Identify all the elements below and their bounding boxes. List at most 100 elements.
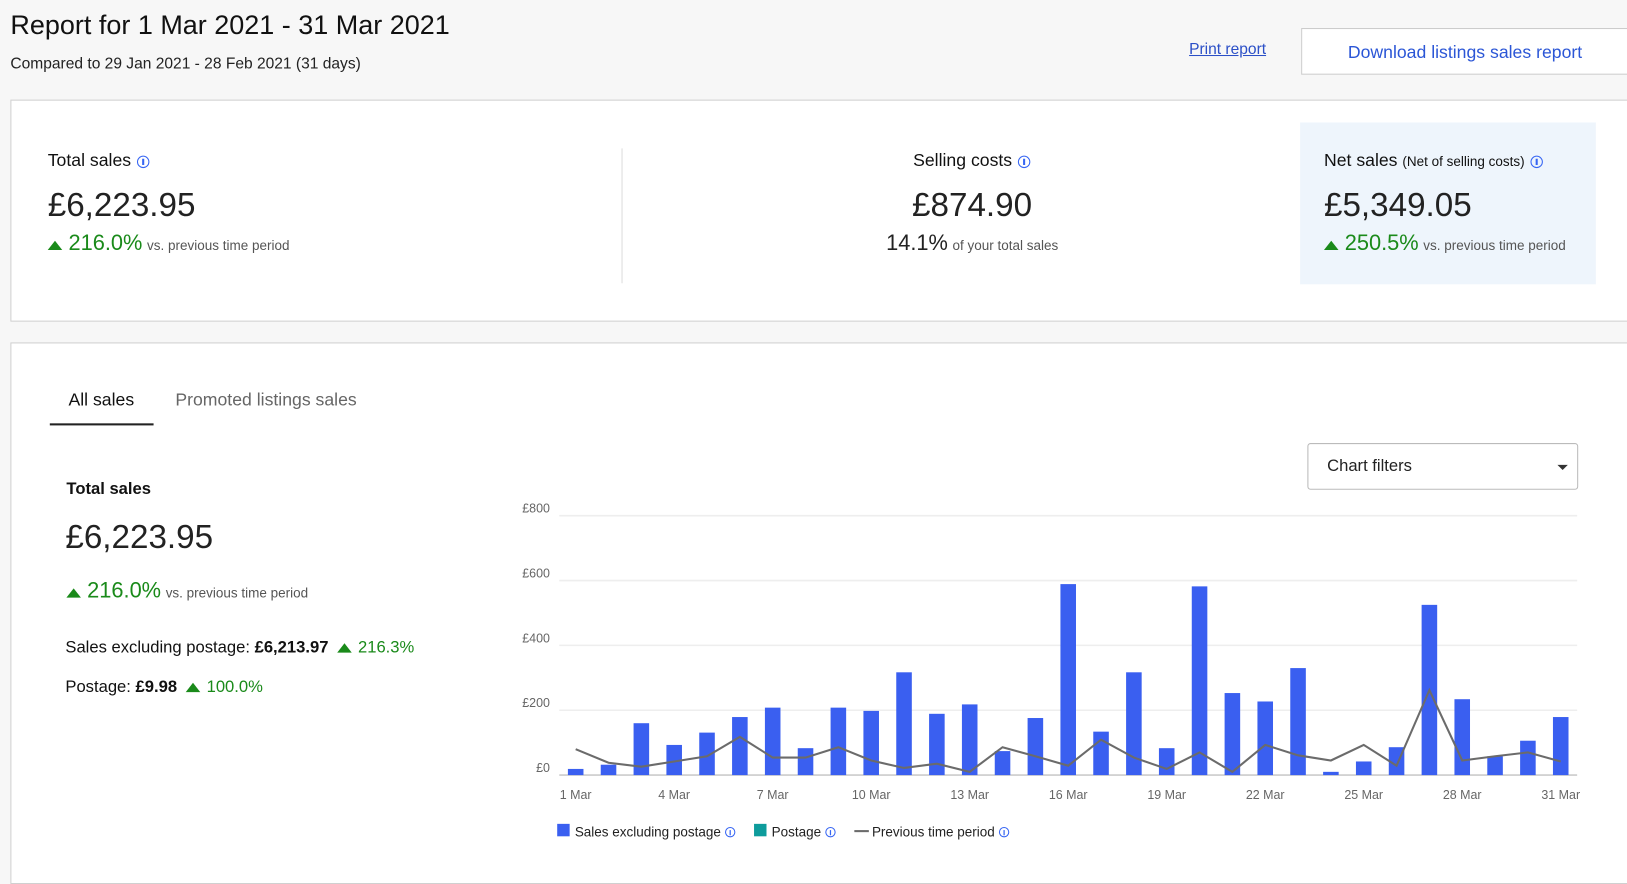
line — [575, 687, 1562, 774]
x-tick-label: 28 Mar — [1443, 788, 1482, 802]
bar — [1191, 586, 1208, 776]
breakdown-row: Sales excluding postage: £6,213.97 216.3… — [65, 639, 414, 658]
x-tick-label: 19 Mar — [1147, 788, 1186, 802]
bar — [1158, 748, 1175, 776]
panel-title: Total sales — [66, 480, 151, 499]
tab-underline — [49, 423, 154, 426]
sales-card: All sales Promoted listings sales Total … — [10, 342, 1627, 884]
breakdown-value: £6,213.97 — [254, 639, 329, 657]
page: Report for 1 Mar 2021 - 31 Mar 2021 Comp… — [10, 9, 1627, 884]
bar — [1093, 731, 1109, 776]
bar — [1487, 756, 1503, 776]
summary-label: Selling costs — [913, 150, 1031, 171]
dropdown-label: Chart filters — [1327, 457, 1412, 476]
bar — [1355, 761, 1372, 776]
bar — [830, 707, 847, 776]
x-tick-label: 31 Mar — [1541, 788, 1580, 802]
download-button-label: Download listings sales report — [1347, 42, 1583, 63]
info-icon[interactable] — [1530, 155, 1544, 168]
bar — [1520, 740, 1536, 776]
info-icon — [724, 826, 736, 838]
up-arrow — [66, 588, 81, 598]
up-arrow — [1323, 240, 1339, 251]
bar — [666, 744, 682, 776]
breakdown-label: Postage: — [65, 678, 131, 697]
change-note: vs. previous time period — [1423, 237, 1566, 254]
y-tick-label: £200 — [522, 696, 550, 710]
bar — [764, 707, 781, 776]
x-tick-label: 1 Mar — [560, 788, 592, 802]
bar — [797, 748, 814, 776]
up-arrow — [185, 683, 201, 693]
chart-filters-dropdown[interactable]: Chart filters — [1307, 443, 1579, 490]
download-button[interactable]: Download listings sales report — [1301, 28, 1627, 75]
sublabel: (Net of selling costs) — [1402, 153, 1525, 170]
summary-change: 250.5% vs. previous time period — [1323, 231, 1566, 256]
x-tick-label: 25 Mar — [1344, 788, 1383, 802]
legend-swatch — [754, 823, 767, 837]
summary-value: £5,349.05 — [1323, 185, 1472, 224]
legend-label: Sales excluding postage — [575, 824, 721, 839]
legend-label: Postage — [772, 824, 821, 839]
info-icon[interactable] — [137, 155, 150, 168]
change-value: 216.0% — [87, 578, 162, 603]
legend-item: Previous time period — [854, 824, 1010, 839]
summary-percent: 14.1% of your total sales — [886, 231, 1058, 256]
label-text: Net sales — [1323, 150, 1398, 171]
breakdown-row: Postage: £9.98 100.0% — [65, 679, 263, 698]
x-tick-label: 4 Mar — [658, 788, 690, 802]
bar — [863, 710, 879, 776]
tab[interactable]: All sales — [68, 390, 135, 410]
bar — [896, 672, 912, 776]
bar — [633, 723, 650, 776]
up-arrow — [47, 240, 63, 251]
bar — [1126, 672, 1142, 776]
y-tick-label: £800 — [522, 502, 550, 516]
percent-value: 14.1% — [886, 231, 948, 256]
breakdown-change: 216.3% — [357, 639, 415, 657]
info-icon[interactable] — [1018, 155, 1031, 168]
bar — [1257, 701, 1274, 776]
breakdown-label: Sales excluding postage: — [65, 639, 250, 657]
bar — [1027, 718, 1044, 776]
breakdown-change: 100.0% — [206, 678, 263, 697]
legend-label: Previous time period — [872, 824, 995, 839]
divider — [621, 148, 623, 284]
legend-item: Sales excluding postage — [557, 823, 736, 839]
x-tick-label: 13 Mar — [950, 788, 989, 802]
change-note: vs. previous time period — [165, 585, 309, 601]
tab[interactable]: Promoted listings sales — [175, 390, 357, 410]
bar — [994, 751, 1011, 776]
bar — [699, 732, 715, 776]
up-arrow — [337, 643, 352, 653]
info-icon — [998, 826, 1010, 838]
report-subtitle: Compared to 29 Jan 2021 - 28 Feb 2021 (3… — [10, 54, 361, 73]
legend-item: Postage — [754, 823, 836, 839]
bar — [1060, 584, 1076, 776]
label-text: Selling costs — [913, 150, 1013, 171]
x-tick-label: 7 Mar — [757, 788, 789, 802]
print-link[interactable]: Print report — [1189, 40, 1267, 59]
bar — [961, 704, 978, 776]
summary-value: £874.90 — [912, 185, 1033, 224]
bar — [1323, 771, 1339, 776]
y-tick-label: £400 — [522, 631, 550, 645]
bar — [1552, 717, 1569, 776]
y-tick-label: £0 — [536, 761, 550, 775]
summary-label: Total sales — [48, 150, 150, 171]
info-icon — [825, 826, 836, 838]
panel-change: 216.0% vs. previous time period — [66, 579, 308, 604]
summary-change: 216.0% vs. previous time period — [47, 231, 290, 256]
change-value: 250.5% — [1344, 231, 1419, 256]
bar — [1290, 668, 1306, 776]
sales-chart: £0 £200 £400 £600 £800 1 Mar 4 Mar 7 Mar 10 Mar 1… — [522, 502, 1580, 840]
report-page: Report for 1 Mar 2021 - 31 Mar 2021 Comp… — [10, 9, 1627, 884]
bar — [929, 713, 945, 776]
bar — [732, 717, 748, 776]
x-tick-label: 22 Mar — [1246, 788, 1285, 802]
report-title: Report for 1 Mar 2021 - 31 Mar 2021 — [10, 9, 450, 41]
change-note: vs. previous time period — [147, 237, 290, 254]
bar — [600, 764, 617, 776]
bar — [1454, 699, 1471, 776]
bar — [567, 768, 584, 776]
